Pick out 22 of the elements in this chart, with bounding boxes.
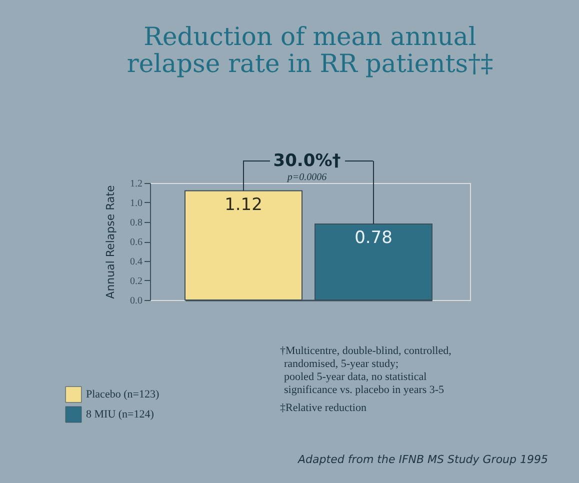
y-tick-label: 1.0: [130, 198, 142, 209]
y-axis-title: Annual Relapse Rate: [104, 184, 117, 299]
text: ‡Relative reduction: [280, 402, 367, 414]
y-tick-label: 0.4: [130, 256, 142, 268]
data-label: 0.78: [354, 228, 392, 248]
text: †Multicentre, double-blind, controlled,: [280, 345, 452, 357]
text: 30.0%†: [273, 151, 341, 171]
y-tick-label: 1.2: [130, 178, 142, 190]
text: p=0.0006: [286, 172, 327, 183]
y-tick-label: 0.2: [130, 276, 142, 287]
data-label: 1.12: [224, 194, 262, 215]
text: relapse rate in RR patients†‡: [126, 49, 494, 78]
y-tick-label: 0.0: [130, 296, 142, 306]
y-tick-label: 0.6: [130, 237, 142, 248]
y-tick-label: 0.8: [130, 218, 142, 228]
text: Reduction of mean annual: [144, 22, 476, 51]
text: significance vs. placebo in years 3-5: [284, 384, 445, 396]
legend-label: 8 MIU (n=124): [86, 408, 154, 420]
legend-label: Placebo (n=123): [86, 388, 160, 400]
text: Adapted from the IFNB MS Study Group 1995: [297, 453, 548, 466]
text: pooled 5-year data, no statistical: [284, 371, 427, 383]
text: randomised, 5-year study;: [284, 358, 399, 370]
